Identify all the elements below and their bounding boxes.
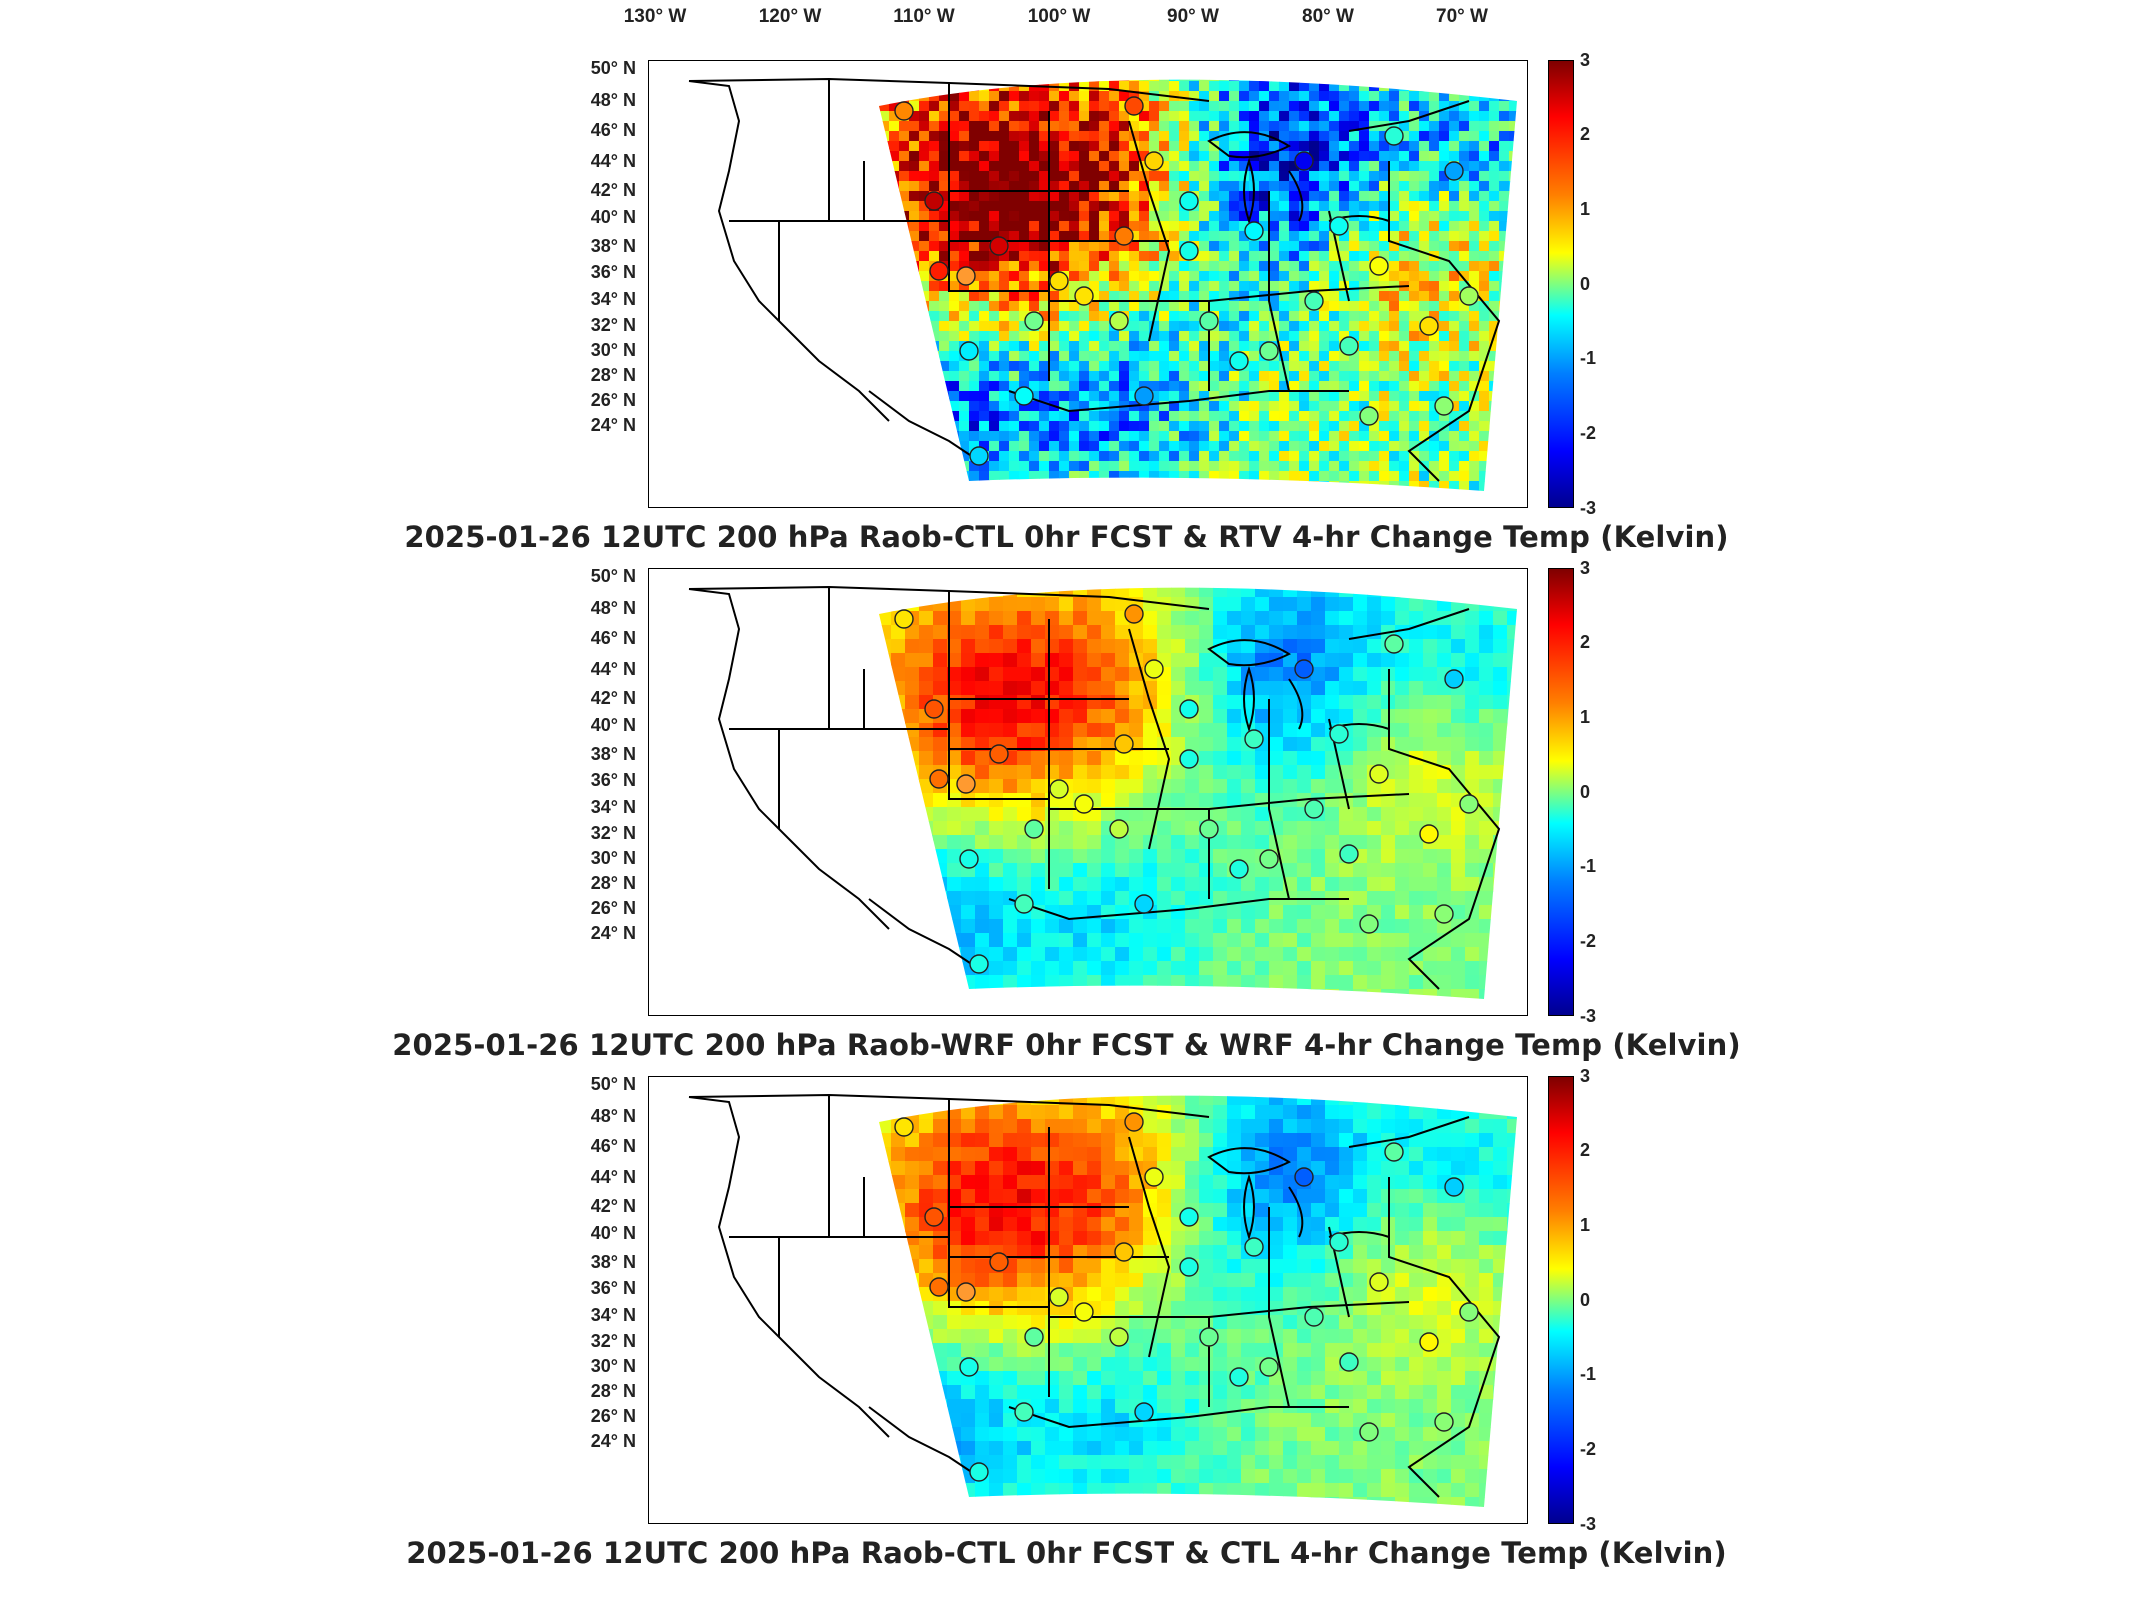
state-boundaries xyxy=(688,77,1501,482)
map-svg xyxy=(688,585,1517,1000)
lon-label: 70° W xyxy=(1436,6,1488,27)
map-svg xyxy=(688,1093,1517,1508)
lat-label: 36° N xyxy=(590,262,636,282)
lat-label: 26° N xyxy=(590,898,636,918)
colorbar-tick-label: 0 xyxy=(1580,1290,1591,1310)
lat-label: 46° N xyxy=(590,628,636,648)
lat-label: 40° N xyxy=(590,207,636,227)
colorbar-tick-label: -2 xyxy=(1580,931,1597,951)
lat-label: 50° N xyxy=(590,1074,636,1094)
lat-label: 32° N xyxy=(590,315,636,335)
raob-stations xyxy=(894,1112,1479,1482)
lat-label: 36° N xyxy=(590,770,636,790)
lat-label: 24° N xyxy=(590,415,636,435)
lat-label: 32° N xyxy=(590,1331,636,1351)
map-plot xyxy=(648,568,1528,1016)
raob-stations xyxy=(894,604,1479,974)
lat-label: 32° N xyxy=(590,823,636,843)
lat-label: 34° N xyxy=(590,289,636,309)
lat-label: 38° N xyxy=(590,744,636,764)
lat-label: 40° N xyxy=(590,715,636,735)
lat-label: 28° N xyxy=(590,1381,636,1401)
lon-label: 90° W xyxy=(1167,6,1219,27)
colorbar-tick-label: 3 xyxy=(1580,1066,1591,1086)
colorbar-tick-label: -2 xyxy=(1580,423,1597,443)
colorbar-tick-label: 0 xyxy=(1580,274,1591,294)
colorbar-tick-label: 1 xyxy=(1580,199,1591,219)
lat-label: 38° N xyxy=(590,1252,636,1272)
colorbar-tick-label: -1 xyxy=(1580,1364,1597,1384)
lat-label: 50° N xyxy=(590,58,636,78)
colorbar-tick-label: 1 xyxy=(1580,707,1591,727)
lat-label: 36° N xyxy=(590,1278,636,1298)
colorbar-tick-label: -1 xyxy=(1580,856,1597,876)
lat-label: 28° N xyxy=(590,873,636,893)
lat-label: 48° N xyxy=(590,90,636,110)
temperature-field xyxy=(879,1095,1517,1508)
panel-title: 2025-01-26 12UTC 200 hPa Raob-CTL 0hr FC… xyxy=(404,520,1729,554)
lat-label: 44° N xyxy=(590,1167,636,1187)
temperature-field xyxy=(879,587,1517,1000)
lon-label: 130° W xyxy=(623,6,687,27)
colorbar-tick-label: -3 xyxy=(1580,1006,1597,1026)
lon-label: 100° W xyxy=(1027,6,1091,27)
lat-label: 38° N xyxy=(590,236,636,256)
lon-label: 120° W xyxy=(758,6,822,27)
map-plot xyxy=(648,60,1528,508)
lat-label: 44° N xyxy=(590,659,636,679)
colorbar-tick-label: -3 xyxy=(1580,1514,1597,1534)
lat-label: 48° N xyxy=(590,598,636,618)
colorbar-tick-label: 3 xyxy=(1580,50,1591,70)
colorbar-tick-label: 2 xyxy=(1580,124,1591,144)
lat-label: 30° N xyxy=(590,848,636,868)
colorbar-tick-label: -3 xyxy=(1580,498,1597,518)
lat-label: 42° N xyxy=(590,1196,636,1216)
lat-label: 46° N xyxy=(590,120,636,140)
colorbar xyxy=(1548,60,1574,508)
lat-label: 50° N xyxy=(590,566,636,586)
lat-label: 48° N xyxy=(590,1106,636,1126)
colorbar-tick-label: -1 xyxy=(1580,348,1597,368)
state-boundaries xyxy=(688,585,1501,990)
lat-label: 42° N xyxy=(590,180,636,200)
lon-label: 110° W xyxy=(893,6,955,27)
colorbar xyxy=(1548,568,1574,1016)
lon-label: 80° W xyxy=(1302,6,1354,27)
map-plot xyxy=(648,1076,1528,1524)
colorbar-tick-label: 1 xyxy=(1580,1215,1591,1235)
panel-title: 2025-01-26 12UTC 200 hPa Raob-WRF 0hr FC… xyxy=(392,1028,1741,1062)
lat-label: 30° N xyxy=(590,1356,636,1376)
lat-label: 26° N xyxy=(590,390,636,410)
lat-label: 46° N xyxy=(590,1136,636,1156)
lat-label: 40° N xyxy=(590,1223,636,1243)
lat-label: 28° N xyxy=(590,365,636,385)
map-svg xyxy=(688,77,1517,492)
lat-label: 30° N xyxy=(590,340,636,360)
colorbar xyxy=(1548,1076,1574,1524)
panel-title: 2025-01-26 12UTC 200 hPa Raob-CTL 0hr FC… xyxy=(406,1536,1727,1570)
colorbar-tick-label: 2 xyxy=(1580,632,1591,652)
lat-label: 24° N xyxy=(590,1431,636,1451)
colorbar-tick-label: 2 xyxy=(1580,1140,1591,1160)
colorbar-tick-label: -2 xyxy=(1580,1439,1597,1459)
lat-label: 34° N xyxy=(590,797,636,817)
lat-label: 26° N xyxy=(590,1406,636,1426)
temperature-field xyxy=(879,79,1517,492)
lat-label: 24° N xyxy=(590,923,636,943)
colorbar-tick-label: 0 xyxy=(1580,782,1591,802)
lat-label: 44° N xyxy=(590,151,636,171)
lat-label: 34° N xyxy=(590,1305,636,1325)
raob-stations xyxy=(894,96,1479,466)
colorbar-tick-label: 3 xyxy=(1580,558,1591,578)
lat-label: 42° N xyxy=(590,688,636,708)
